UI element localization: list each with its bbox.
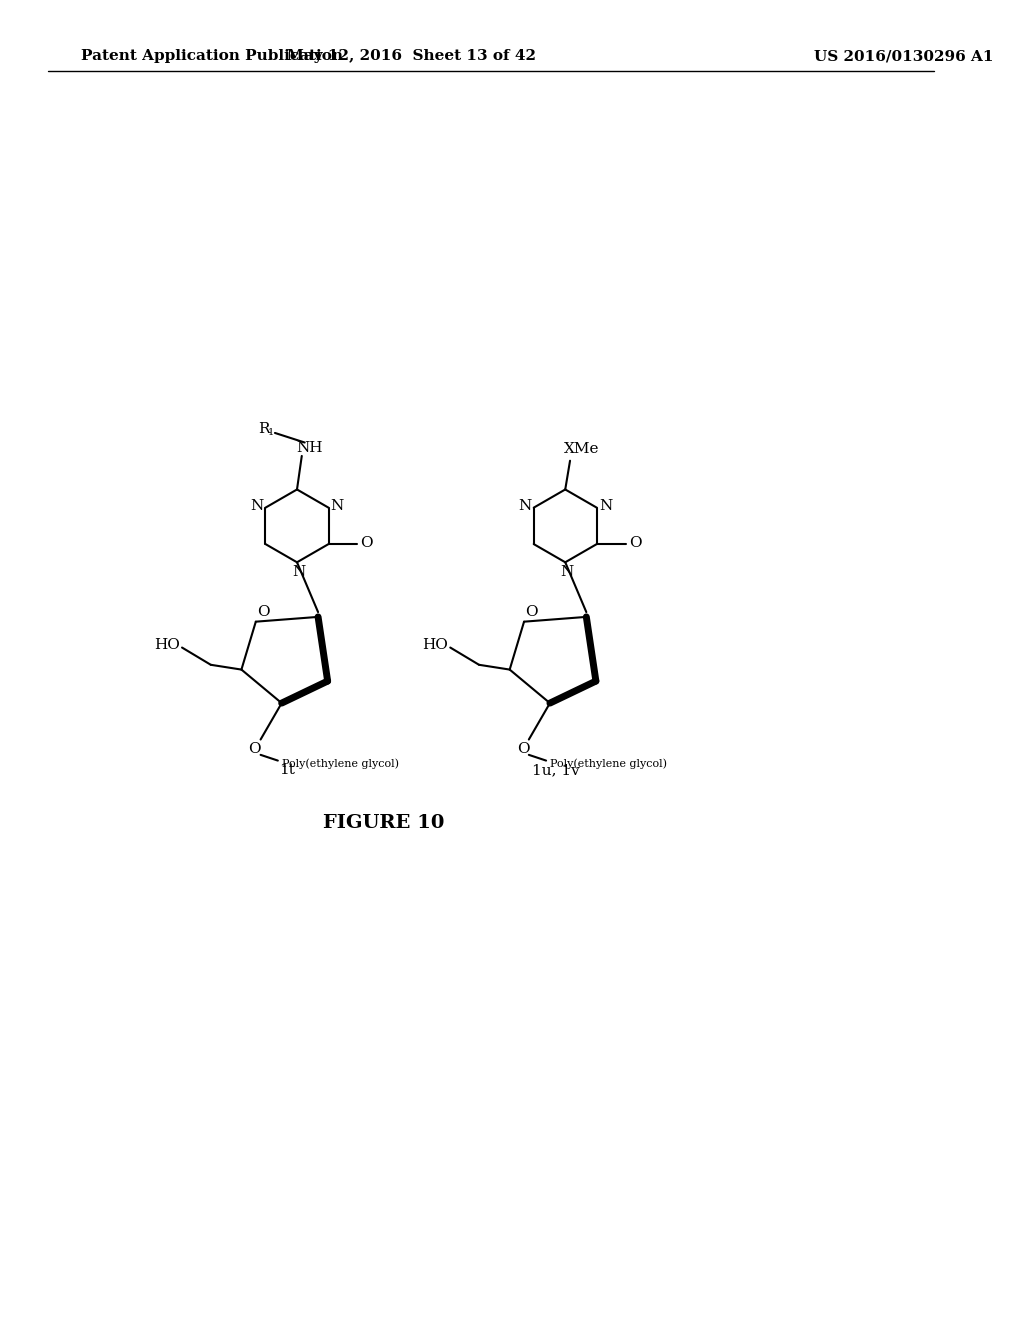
Text: N: N — [250, 499, 263, 512]
Text: HO: HO — [154, 638, 179, 652]
Text: 1: 1 — [268, 429, 274, 437]
Text: May 12, 2016  Sheet 13 of 42: May 12, 2016 Sheet 13 of 42 — [288, 49, 537, 63]
Text: Poly(ethylene glycol): Poly(ethylene glycol) — [550, 758, 667, 768]
Text: N: N — [599, 499, 612, 512]
Text: US 2016/0130296 A1: US 2016/0130296 A1 — [814, 49, 994, 63]
Text: O: O — [360, 536, 373, 550]
Text: O: O — [249, 742, 261, 756]
Text: 1u, 1v: 1u, 1v — [531, 763, 580, 777]
Text: O: O — [525, 605, 538, 619]
Text: O: O — [517, 742, 529, 756]
Text: HO: HO — [422, 638, 447, 652]
Text: XMe: XMe — [564, 442, 599, 457]
Text: O: O — [629, 536, 641, 550]
Text: 1t: 1t — [280, 763, 295, 777]
Text: FIGURE 10: FIGURE 10 — [323, 814, 444, 832]
Text: N: N — [518, 499, 531, 512]
Text: N: N — [331, 499, 344, 512]
Text: Poly(ethylene glycol): Poly(ethylene glycol) — [282, 758, 398, 768]
Text: O: O — [257, 605, 269, 619]
Text: N: N — [560, 565, 573, 579]
Text: R: R — [258, 422, 269, 436]
Text: N: N — [292, 565, 305, 579]
Text: NH: NH — [296, 441, 323, 455]
Text: Patent Application Publication: Patent Application Publication — [82, 49, 343, 63]
